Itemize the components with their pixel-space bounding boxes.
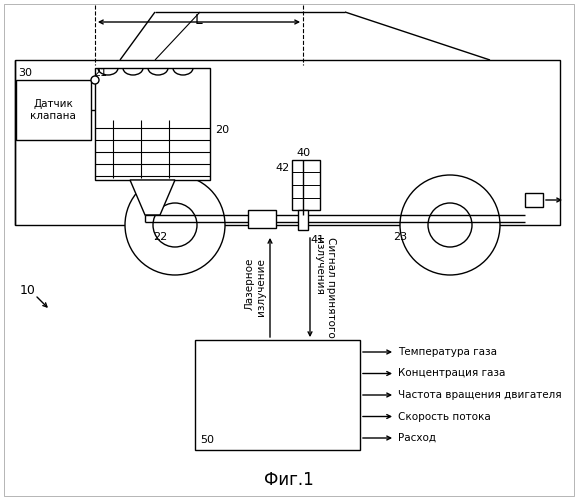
Text: 40: 40 bbox=[296, 148, 310, 158]
Bar bbox=[16, 80, 91, 140]
Text: Фиг.1: Фиг.1 bbox=[264, 471, 314, 489]
Text: Частота вращения двигателя: Частота вращения двигателя bbox=[398, 390, 562, 400]
Text: Лазерное
излучение: Лазерное излучение bbox=[244, 258, 266, 316]
Text: 20: 20 bbox=[215, 125, 229, 135]
Text: Концентрация газа: Концентрация газа bbox=[398, 368, 505, 378]
Text: 42: 42 bbox=[276, 163, 290, 173]
Text: L: L bbox=[195, 13, 203, 27]
Text: 50: 50 bbox=[200, 435, 214, 445]
Text: 41: 41 bbox=[310, 235, 324, 245]
Bar bbox=[525, 193, 543, 207]
Text: Расход: Расход bbox=[398, 433, 436, 443]
Bar bbox=[195, 340, 360, 450]
Circle shape bbox=[400, 175, 500, 275]
Text: Скорость потока: Скорость потока bbox=[398, 412, 491, 422]
Circle shape bbox=[125, 175, 225, 275]
Bar bbox=[292, 160, 320, 210]
Bar bbox=[298, 210, 308, 230]
Text: 30: 30 bbox=[18, 68, 32, 78]
Text: 21: 21 bbox=[93, 68, 107, 78]
Text: 22: 22 bbox=[153, 232, 167, 242]
Text: Температура газа: Температура газа bbox=[398, 347, 497, 357]
Text: Датчик
клапана: Датчик клапана bbox=[30, 99, 76, 121]
Polygon shape bbox=[120, 12, 490, 60]
Text: Сигнал принятого
излучения: Сигнал принятого излучения bbox=[314, 236, 336, 338]
Circle shape bbox=[153, 203, 197, 247]
Circle shape bbox=[91, 76, 99, 84]
Text: 10: 10 bbox=[20, 284, 36, 296]
Circle shape bbox=[428, 203, 472, 247]
Bar bbox=[248, 210, 276, 228]
Text: 23: 23 bbox=[393, 232, 407, 242]
Polygon shape bbox=[130, 180, 175, 215]
Bar bbox=[15, 60, 560, 225]
Bar bbox=[95, 68, 210, 180]
